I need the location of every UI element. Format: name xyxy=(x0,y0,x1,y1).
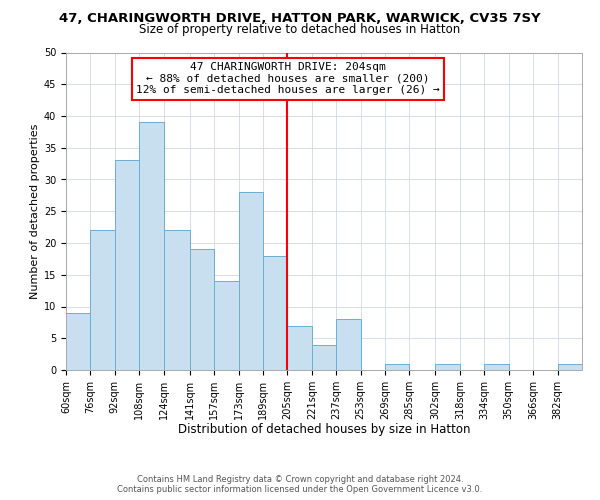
Bar xyxy=(312,344,336,370)
Bar xyxy=(66,313,91,370)
Bar xyxy=(557,364,582,370)
Bar xyxy=(263,256,287,370)
Bar xyxy=(91,230,115,370)
Bar xyxy=(436,364,460,370)
X-axis label: Distribution of detached houses by size in Hatton: Distribution of detached houses by size … xyxy=(178,424,470,436)
Bar xyxy=(484,364,509,370)
Bar xyxy=(336,319,361,370)
Y-axis label: Number of detached properties: Number of detached properties xyxy=(29,124,40,299)
Bar xyxy=(385,364,409,370)
Bar xyxy=(287,326,312,370)
Bar xyxy=(190,250,214,370)
Text: Contains HM Land Registry data © Crown copyright and database right 2024.
Contai: Contains HM Land Registry data © Crown c… xyxy=(118,474,482,494)
Bar xyxy=(214,281,239,370)
Text: 47, CHARINGWORTH DRIVE, HATTON PARK, WARWICK, CV35 7SY: 47, CHARINGWORTH DRIVE, HATTON PARK, WAR… xyxy=(59,12,541,26)
Bar xyxy=(115,160,139,370)
Bar xyxy=(239,192,263,370)
Text: 47 CHARINGWORTH DRIVE: 204sqm
← 88% of detached houses are smaller (200)
12% of : 47 CHARINGWORTH DRIVE: 204sqm ← 88% of d… xyxy=(136,62,440,95)
Bar xyxy=(139,122,164,370)
Text: Size of property relative to detached houses in Hatton: Size of property relative to detached ho… xyxy=(139,22,461,36)
Bar xyxy=(164,230,190,370)
